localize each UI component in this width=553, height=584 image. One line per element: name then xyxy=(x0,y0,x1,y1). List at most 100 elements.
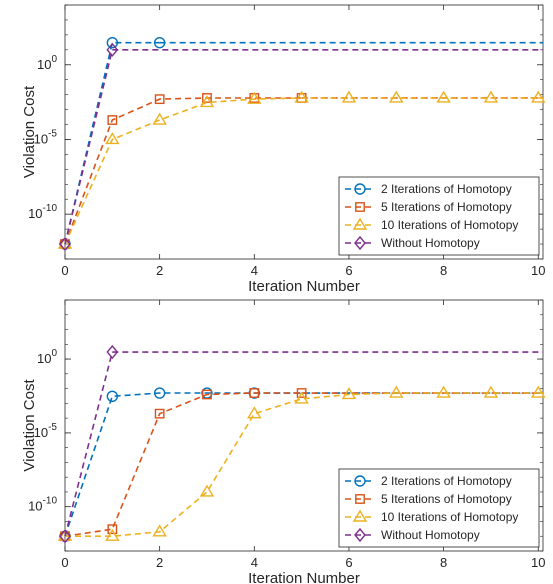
data-point xyxy=(436,385,451,398)
legend-entry: 2 Iterations of Homotopy xyxy=(345,182,512,196)
data-point xyxy=(202,389,212,400)
x-axis-title: Iteration Number xyxy=(248,278,360,295)
data-point xyxy=(247,91,262,104)
series-line xyxy=(64,97,302,245)
legend-marker xyxy=(352,217,368,230)
data-point xyxy=(249,388,260,398)
x-tick-label: 2 xyxy=(156,263,163,278)
series-line xyxy=(64,97,539,245)
data-point xyxy=(389,90,404,103)
x-tick-label: 10 xyxy=(531,555,545,570)
y-tick-label: 10-10 xyxy=(28,496,57,514)
legend-entry: Without Homotopy xyxy=(345,527,480,543)
chart-panel-1: 0 2 4 6 8 10 100 10-5 10-10 Iteration Number Viola… xyxy=(21,4,546,295)
data-point xyxy=(153,36,166,49)
legend-marker xyxy=(355,494,365,504)
data-point xyxy=(106,42,119,57)
data-point xyxy=(153,387,166,399)
data-point xyxy=(531,90,546,103)
x-tick-label: 8 xyxy=(440,555,447,570)
data-point xyxy=(152,112,167,125)
x-tick-label: 4 xyxy=(251,263,258,278)
legend-entry: 5 Iterations of Homotopy xyxy=(345,200,512,214)
y-axis-title: Violation Cost xyxy=(21,85,38,178)
data-point xyxy=(483,90,499,103)
y-tick-label: 10-10 xyxy=(28,203,57,221)
legend-entry: 10 Iterations of Homotopy xyxy=(345,217,518,232)
x-tick-label: 6 xyxy=(345,555,352,570)
x-tick-label: 0 xyxy=(61,555,68,570)
y-tick-label: 100 xyxy=(37,348,57,366)
data-point xyxy=(105,528,120,541)
legend-marker xyxy=(354,235,366,251)
data-point xyxy=(341,90,357,103)
y-tick-label: 100 xyxy=(37,54,57,72)
x-axis-title: Iteration Number xyxy=(248,570,360,584)
legend-box xyxy=(338,176,540,256)
x-tick-label: 6 xyxy=(345,263,352,278)
x-tick-label: 4 xyxy=(251,555,258,570)
data-point xyxy=(436,90,451,103)
legend-entry: 2 Iterations of Homotopy xyxy=(345,474,512,488)
legend-entry: Without Homotopy xyxy=(345,235,480,251)
legend-marker xyxy=(352,509,368,522)
series-line xyxy=(64,49,114,245)
data-point xyxy=(389,385,404,398)
x-tick-label: 2 xyxy=(156,555,163,570)
data-point xyxy=(59,236,71,252)
data-point xyxy=(57,528,73,541)
data-point xyxy=(531,385,546,398)
legend-marker xyxy=(354,475,366,487)
x-tick-label: 10 xyxy=(531,263,545,278)
series-3 xyxy=(57,385,546,541)
data-point xyxy=(202,93,212,103)
legend-entry: 10 Iterations of Homotopy xyxy=(345,509,518,524)
legend-label: Without Homotopy xyxy=(381,528,480,542)
series-line xyxy=(64,351,114,537)
legend-label: Without Homotopy xyxy=(381,236,480,250)
legend: 2 Iterations of Homotopy 5 Iterations of … xyxy=(338,176,540,256)
data-point xyxy=(296,388,307,398)
series-3 xyxy=(57,90,546,249)
legend-label: 10 Iterations of Homotopy xyxy=(381,218,518,232)
legend-label: 2 Iterations of Homotopy xyxy=(381,474,512,488)
x-tick-label: 0 xyxy=(61,263,68,278)
y-axis-title: Violation Cost xyxy=(21,379,38,472)
data-point xyxy=(483,385,499,398)
series-4 xyxy=(59,344,543,544)
data-point xyxy=(152,524,167,537)
data-point xyxy=(154,94,165,105)
data-point xyxy=(199,95,215,108)
legend-label: 2 Iterations of Homotopy xyxy=(381,182,512,196)
legend-marker xyxy=(354,183,366,195)
series-2 xyxy=(60,388,543,542)
legend-label: 5 Iterations of Homotopy xyxy=(381,492,512,506)
data-point xyxy=(59,529,71,544)
series-4 xyxy=(59,42,543,252)
data-point xyxy=(107,115,118,125)
data-point xyxy=(341,387,357,400)
y-tick-label: 10-5 xyxy=(34,422,58,440)
legend-box xyxy=(338,468,540,548)
legend-entry: 5 Iterations of Homotopy xyxy=(345,492,512,506)
data-point xyxy=(248,387,261,399)
legend: 2 Iterations of Homotopy 5 Iterations of … xyxy=(338,468,540,548)
series-line xyxy=(64,392,255,537)
data-point xyxy=(105,132,120,145)
legend-marker xyxy=(354,527,366,543)
data-point xyxy=(154,408,165,419)
y-tick-label: 10-5 xyxy=(34,128,58,146)
legend-label: 10 Iterations of Homotopy xyxy=(381,510,518,524)
chart-panel-2: 0 2 4 6 8 10 100 10-5 10-10 Iteration Number Viola… xyxy=(21,299,546,584)
data-point xyxy=(199,484,215,497)
data-point xyxy=(247,406,262,419)
legend-marker xyxy=(355,202,365,212)
data-point xyxy=(106,344,119,360)
legend-label: 5 Iterations of Homotopy xyxy=(381,200,512,214)
data-point xyxy=(294,391,309,404)
data-point xyxy=(107,524,118,535)
data-point xyxy=(106,390,119,403)
data-point xyxy=(106,36,119,49)
data-point xyxy=(57,236,73,249)
